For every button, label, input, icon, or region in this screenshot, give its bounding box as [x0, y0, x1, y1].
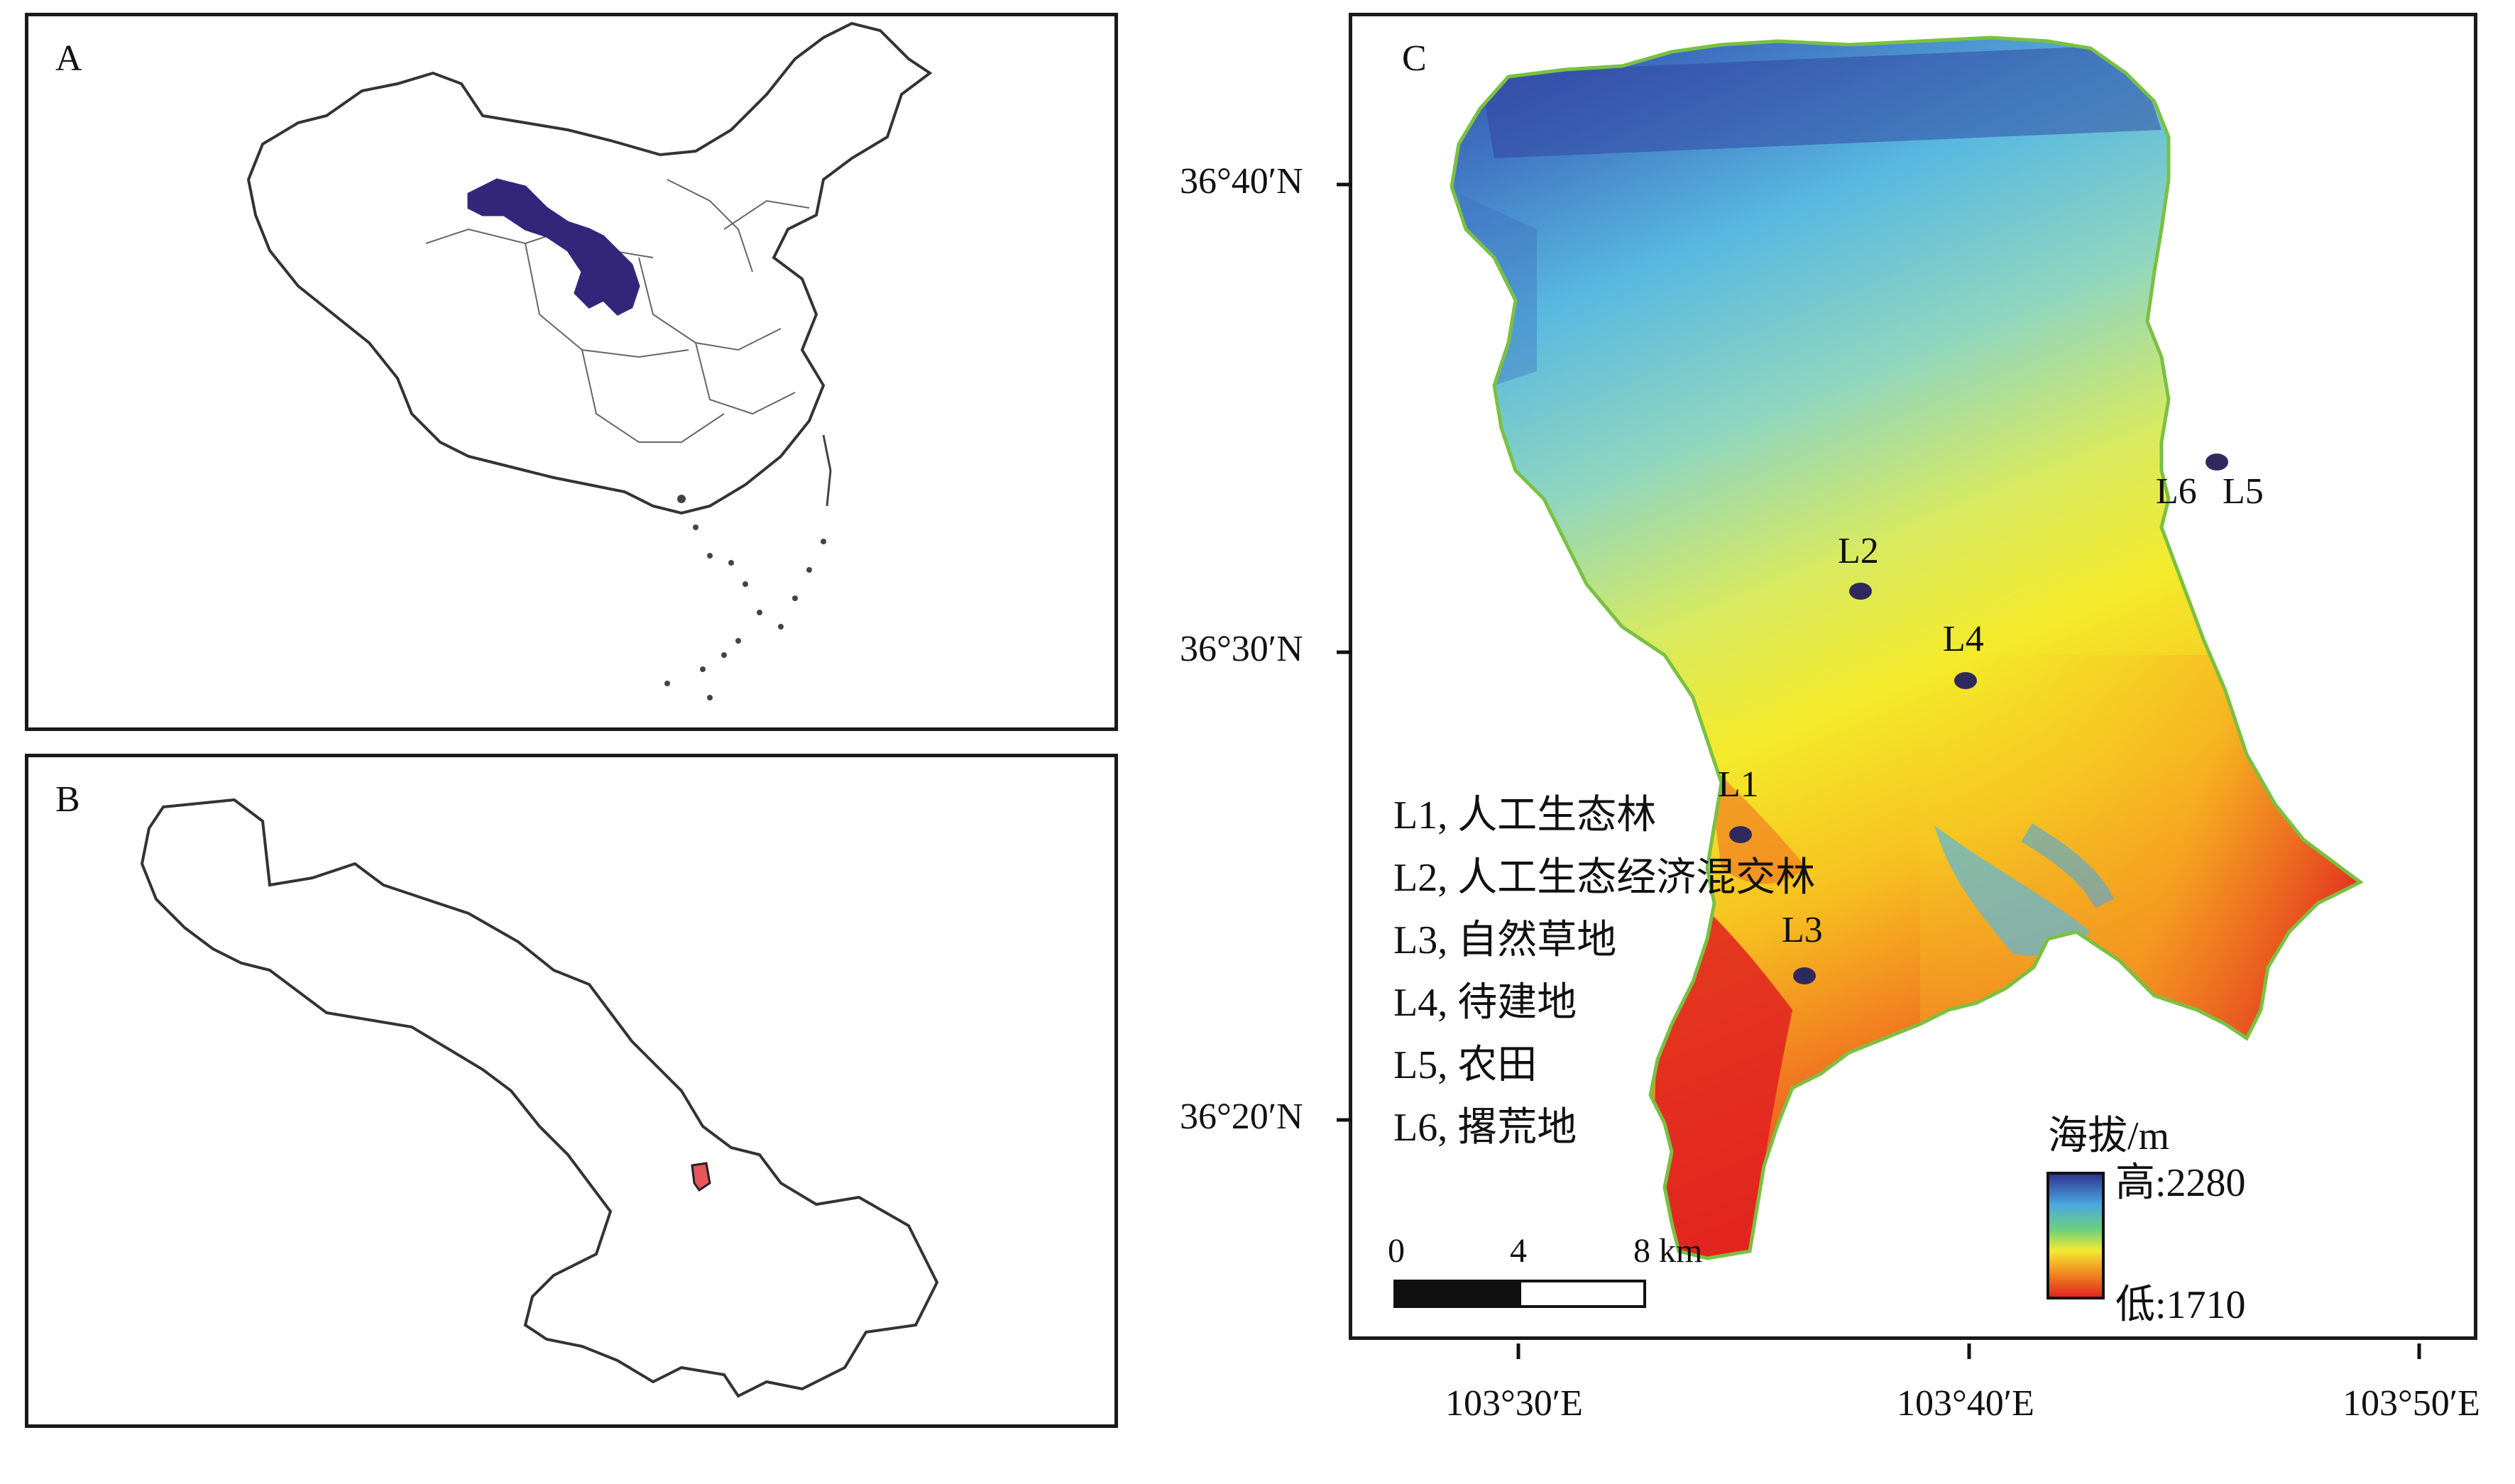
- panel-c-dem-map: C: [1337, 13, 2477, 1359]
- scale-bar: [1393, 1280, 1646, 1308]
- site-marker-l3: [1793, 967, 1816, 984]
- china-outline-svg: [246, 21, 933, 700]
- elevation-legend-high: 高:2280: [2115, 1161, 2246, 1205]
- lon-label-10330: 103°30′E: [1445, 1383, 1583, 1424]
- legend-item-l2: L2, 人工生态经济混交林: [1393, 856, 1816, 900]
- gansu-region: [467, 178, 640, 316]
- elevation-legend-bar: [2046, 1172, 2105, 1299]
- panel-c-letter: C: [1402, 38, 1427, 79]
- scale-label-0: 0: [1388, 1232, 1405, 1270]
- elevation-legend-low: 低:1710: [2115, 1283, 2246, 1327]
- panel-b-gansu-map: B: [25, 754, 1118, 1428]
- site-label-l5: L5: [2223, 471, 2264, 512]
- site-marker-l1: [1729, 826, 1752, 843]
- lon-label-10340: 103°40′E: [1897, 1383, 2034, 1424]
- legend-item-l5: L5, 农田: [1393, 1043, 1538, 1087]
- site-label-l3: L3: [1782, 910, 1823, 950]
- site-label-l1: L1: [1718, 764, 1759, 805]
- study-area-marker: [691, 1162, 711, 1192]
- scale-label-4: 4: [1510, 1232, 1527, 1270]
- legend-item-l1: L1, 人工生态林: [1393, 793, 1657, 837]
- gansu-outline: [140, 798, 939, 1398]
- lat-label-3640: 36°40′N: [1180, 161, 1303, 202]
- scale-label-8km: 8 km: [1633, 1232, 1703, 1270]
- gansu-outline-svg: [140, 798, 939, 1398]
- lat-label-3630: 36°30′N: [1180, 629, 1303, 669]
- site-marker-l4: [1954, 672, 1977, 689]
- dem-svg: [1337, 16, 2421, 1359]
- legend-item-l3: L3, 自然草地: [1393, 918, 1617, 962]
- panel-a-china-map: A: [25, 13, 1118, 731]
- elevation-legend-title: 海拔/m: [2048, 1114, 2170, 1158]
- panel-b-letter: B: [55, 779, 80, 820]
- china-outline: [246, 21, 933, 515]
- site-marker-l5: [2206, 454, 2228, 471]
- site-marker-l2: [1849, 583, 1872, 600]
- panel-a-letter: A: [55, 38, 82, 79]
- site-label-l6: L6: [2156, 471, 2197, 512]
- sites-layer: [1729, 454, 2228, 984]
- site-label-l4: L4: [1943, 619, 1984, 659]
- lon-label-10350: 103°50′E: [2343, 1383, 2480, 1424]
- site-label-l2: L2: [1838, 531, 1879, 571]
- legend-item-l6: L6, 撂荒地: [1393, 1106, 1577, 1150]
- legend-item-l4: L4, 待建地: [1393, 981, 1577, 1025]
- lat-label-3620: 36°20′N: [1180, 1096, 1303, 1137]
